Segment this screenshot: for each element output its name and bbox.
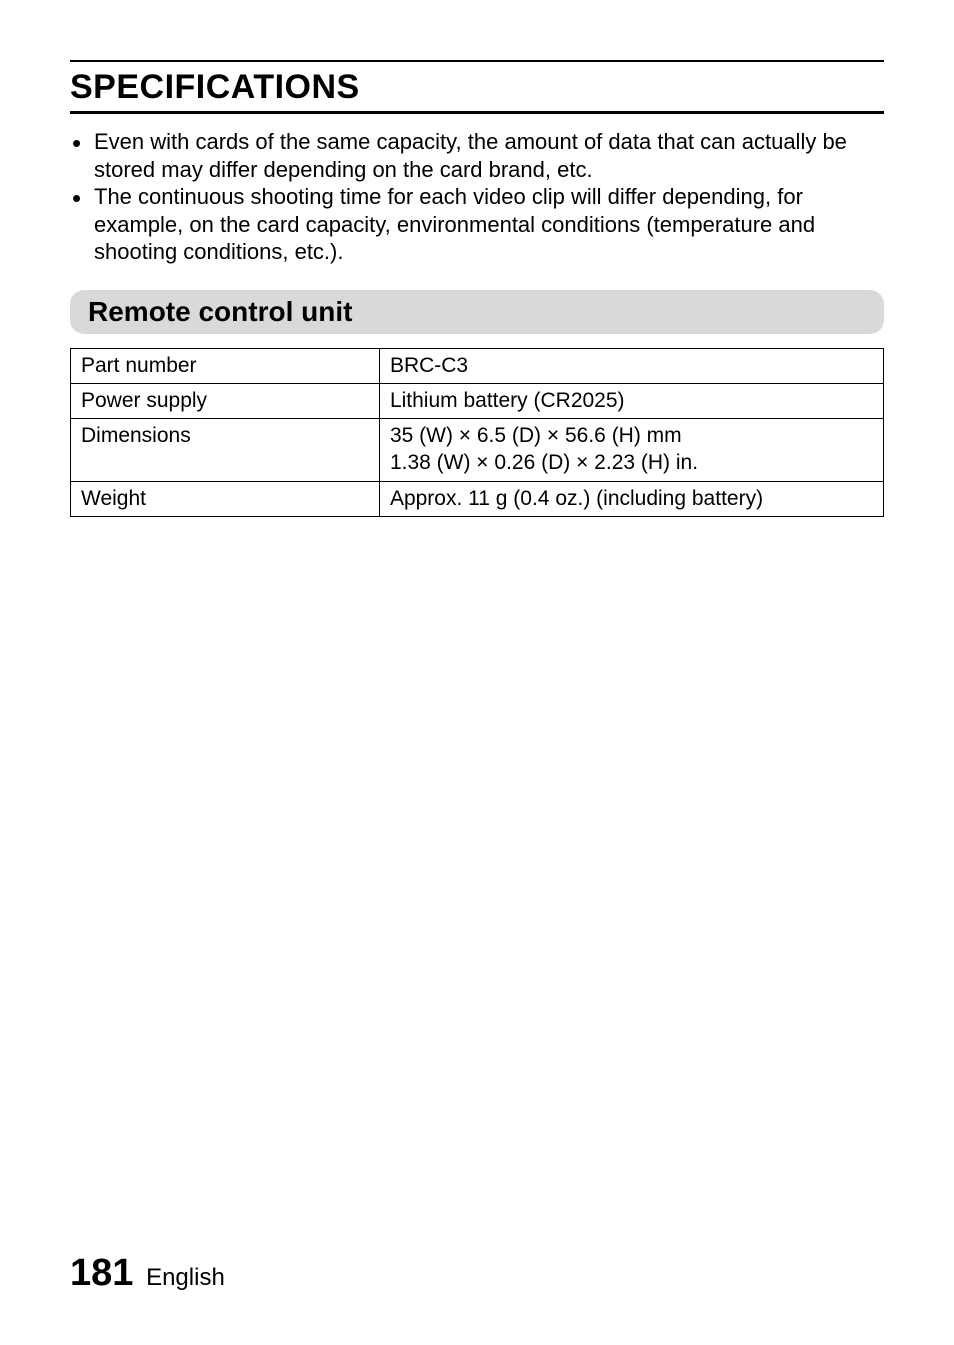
page-number: 181	[70, 1252, 133, 1294]
bullet-list: Even with cards of the same capacity, th…	[70, 128, 884, 266]
title-underline	[70, 111, 884, 114]
top-rule	[70, 60, 884, 62]
spec-value: BRC-C3	[379, 348, 883, 383]
list-item: The continuous shooting time for each vi…	[70, 183, 884, 266]
table-row: Weight Approx. 11 g (0.4 oz.) (including…	[71, 481, 884, 516]
spec-label: Dimensions	[71, 419, 380, 482]
spec-label: Power supply	[71, 383, 380, 418]
spec-label: Part number	[71, 348, 380, 383]
list-item: Even with cards of the same capacity, th…	[70, 128, 884, 183]
spec-value: Lithium battery (CR2025)	[379, 383, 883, 418]
table-row: Part number BRC-C3	[71, 348, 884, 383]
table-row: Dimensions 35 (W) × 6.5 (D) × 56.6 (H) m…	[71, 419, 884, 482]
spec-value: 35 (W) × 6.5 (D) × 56.6 (H) mm1.38 (W) ×…	[379, 419, 883, 482]
footer-language: English	[146, 1264, 225, 1291]
spec-label: Weight	[71, 481, 380, 516]
spec-value: Approx. 11 g (0.4 oz.) (including batter…	[379, 481, 883, 516]
spec-table: Part number BRC-C3 Power supply Lithium …	[70, 348, 884, 517]
table-row: Power supply Lithium battery (CR2025)	[71, 383, 884, 418]
section-heading: Remote control unit	[70, 290, 884, 334]
page-title: SPECIFICATIONS	[70, 68, 884, 107]
page-footer: 181 English	[70, 1252, 225, 1295]
